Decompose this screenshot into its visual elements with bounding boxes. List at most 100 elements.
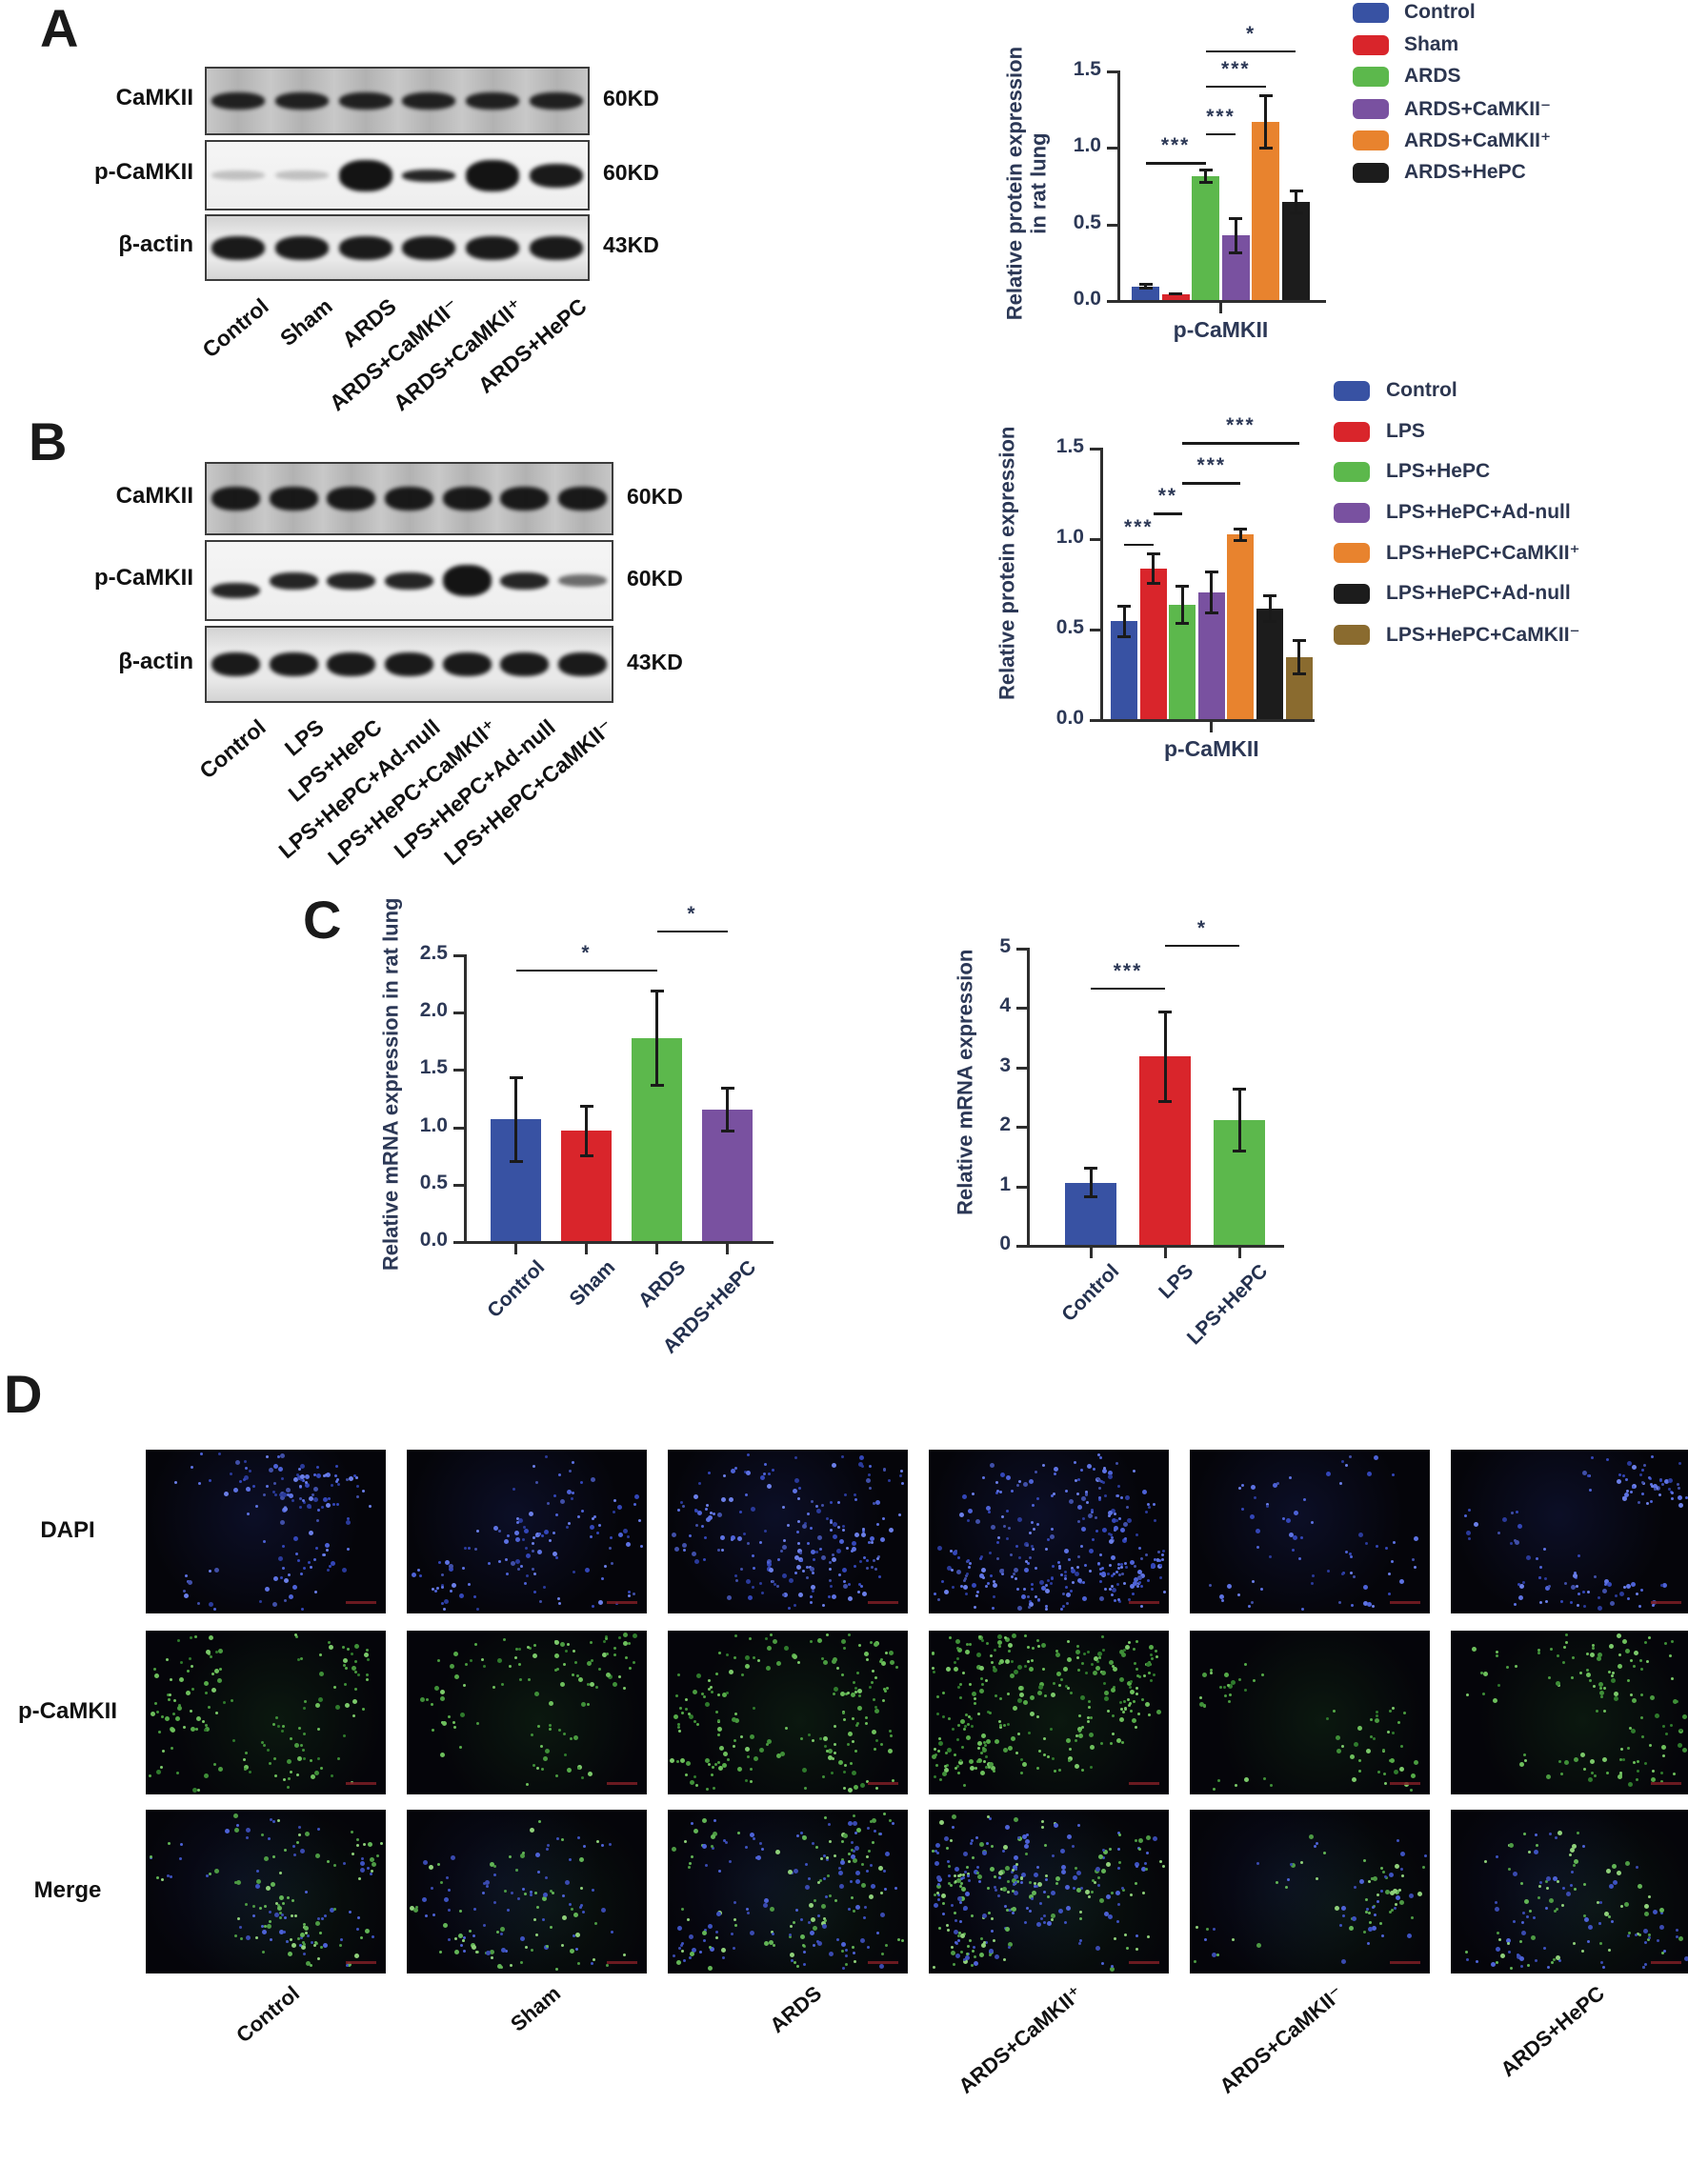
- y-tick-label: 1.0: [419, 1113, 448, 1136]
- micro-image-DAPI-ARDS+CaMKII⁻: [1190, 1450, 1430, 1613]
- legend-label: ARDS: [1404, 65, 1461, 88]
- error-cap-bottom: [1198, 180, 1213, 184]
- error-cap-bottom: [1176, 622, 1190, 626]
- fluorescence-speckles: [408, 1632, 411, 1634]
- legend-label: Sham: [1404, 32, 1459, 55]
- error-bar: [1122, 605, 1126, 638]
- fluorescence-speckles: [408, 1811, 411, 1813]
- protein-band: [327, 652, 376, 676]
- error-bar: [585, 1104, 588, 1158]
- scale-bar: [868, 1961, 898, 1964]
- blot-protein-label: β-actin: [118, 648, 193, 674]
- fluorescence-speckles: [930, 1451, 933, 1453]
- legend-swatch-Control: [1334, 381, 1370, 401]
- y-tick-label: 1.0: [1073, 134, 1101, 156]
- micro-image-Merge-ARDS: [668, 1810, 908, 1974]
- protein-band: [275, 170, 329, 180]
- micro-image-p-CaMKII-ARDS+CaMKII⁻: [1190, 1631, 1430, 1794]
- bar-LPS+HePC+Ad-null: [1256, 609, 1283, 719]
- fluorescence-speckles: [1191, 1451, 1194, 1453]
- significance-line: [1205, 85, 1266, 89]
- y-tick: [1016, 948, 1027, 951]
- protein-band: [442, 487, 492, 511]
- micro-image-DAPI-ARDS+CaMKII⁺: [929, 1450, 1169, 1613]
- x-tick: [1089, 1248, 1093, 1258]
- significance-line: [1145, 162, 1206, 165]
- legend-swatch-LPS+HePC+Ad-null: [1334, 502, 1370, 523]
- y-tick: [1107, 223, 1117, 227]
- d-row-label-Merge: Merge: [33, 1877, 102, 1903]
- y-axis-title: Relative mRNA expression: [953, 949, 977, 1215]
- significance-line: [1165, 944, 1239, 948]
- protein-band: [442, 652, 492, 676]
- error-cap-top: [650, 990, 664, 993]
- bar-ARDS+HePC: [1282, 202, 1310, 300]
- figure-page: { "panels": { "A": { "label": "A", "blot…: [4, 1, 1688, 2098]
- protein-band: [529, 163, 583, 188]
- y-tick-label: 2: [999, 1113, 1011, 1136]
- error-cap-bottom: [1169, 292, 1183, 296]
- scale-bar: [346, 1961, 376, 1964]
- y-tick-label: 1.5: [1073, 57, 1101, 80]
- error-cap-bottom: [1233, 1150, 1246, 1153]
- protein-band: [338, 159, 392, 191]
- significance-line: [1205, 132, 1236, 135]
- error-bar: [1210, 571, 1214, 614]
- molecular-weight-label: 60KD: [603, 86, 659, 110]
- y-tick: [1090, 719, 1100, 722]
- significance-stars: ***: [1124, 515, 1154, 538]
- fluorescence-speckles: [1191, 1632, 1194, 1634]
- protein-band: [385, 487, 433, 511]
- y-tick-label: 2.0: [419, 999, 448, 1022]
- x-tick: [585, 1244, 588, 1254]
- legend-label: LPS+HePC+Ad-null: [1386, 500, 1571, 523]
- y-tick-label: 0.5: [1073, 210, 1101, 233]
- error-bar: [1204, 168, 1208, 184]
- y-tick: [1016, 1185, 1027, 1189]
- fluorescence-speckles: [930, 1632, 933, 1634]
- blot-strip-CaMKII: [205, 462, 613, 535]
- y-tick-label: 1.5: [419, 1056, 448, 1079]
- protein-band: [466, 159, 519, 191]
- error-bar: [1144, 283, 1147, 290]
- blot-strip-p-CaMKII: [205, 540, 613, 621]
- y-tick: [1016, 1007, 1027, 1011]
- error-cap-top: [1158, 1010, 1172, 1013]
- y-tick-label: 0.5: [419, 1171, 448, 1193]
- y-axis: [464, 954, 467, 1244]
- error-cap-top: [1263, 593, 1276, 597]
- molecular-weight-label: 43KD: [603, 232, 659, 257]
- error-bar: [1264, 94, 1268, 150]
- scale-bar: [607, 1782, 637, 1785]
- y-axis: [1027, 948, 1030, 1248]
- protein-band: [211, 582, 260, 598]
- legend-label: ARDS+CaMKII⁻: [1404, 97, 1552, 120]
- y-axis-title: Relative mRNA expression in rat lung: [378, 897, 403, 1272]
- scale-bar: [346, 1782, 376, 1785]
- protein-band: [529, 235, 583, 260]
- significance-stars: ***: [1160, 134, 1191, 157]
- y-tick: [453, 954, 464, 957]
- x-tick: [1163, 1248, 1167, 1258]
- significance-line: [515, 969, 657, 972]
- scale-bar: [868, 1782, 898, 1785]
- y-tick: [1016, 1126, 1027, 1130]
- micro-image-Merge-Sham: [407, 1810, 647, 1974]
- y-tick-label: 1.0: [1055, 526, 1084, 548]
- legend-swatch-LPS+HePC+Ad-null: [1334, 584, 1370, 604]
- significance-stars: ***: [1113, 959, 1143, 982]
- scale-bar: [1390, 1782, 1420, 1785]
- protein-band: [211, 170, 266, 180]
- fluorescence-speckles: [147, 1451, 150, 1453]
- error-cap-top: [1204, 571, 1218, 574]
- legend-label: LPS+HePC+CaMKII⁺: [1386, 542, 1580, 565]
- error-cap-bottom: [1204, 611, 1218, 614]
- legend-swatch-Control: [1353, 3, 1389, 23]
- panel-d-letter: D: [4, 1364, 43, 1424]
- significance-line: [656, 930, 728, 933]
- y-tick: [1016, 1066, 1027, 1070]
- error-cap-top: [1176, 585, 1190, 589]
- protein-band: [269, 571, 318, 590]
- scale-bar: [1129, 1601, 1159, 1604]
- blot-protein-label: β-actin: [118, 231, 193, 257]
